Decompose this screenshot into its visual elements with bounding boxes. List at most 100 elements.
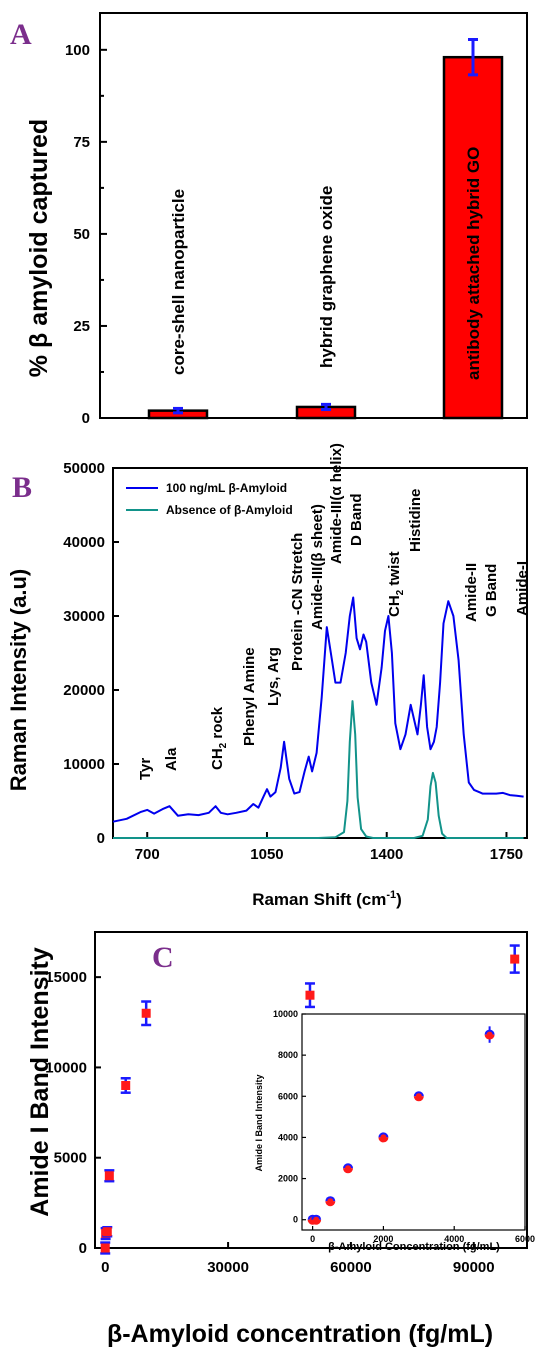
- panel-c-y-tick-label: 10000: [45, 1059, 87, 1076]
- panel-c-frame: [94, 931, 528, 1249]
- inset-y-tick-label: 2000: [278, 1174, 298, 1184]
- peak-label-text: Tyr: [137, 758, 154, 780]
- panel-b-peak-label: Protein -CN Stretch: [289, 533, 306, 671]
- panel-b-y-tick-label: 0: [97, 830, 105, 847]
- peak-label-text: CH: [386, 595, 403, 617]
- panel-b-peak-label: D Band: [348, 494, 365, 547]
- peak-label-text: Histidine: [407, 489, 424, 552]
- panel-c-x-tick-label: 60000: [330, 1259, 372, 1276]
- panel-c-y-axis-title: Amide I Band Intensity: [26, 947, 54, 1217]
- panel-b-x-tick-label: 1050: [250, 846, 283, 863]
- panel-b-y-tick-label: 20000: [63, 682, 105, 699]
- inset-x-axis-title: β-Amyloid Concentration (fg/mL): [328, 1241, 500, 1253]
- panel-b-legend: 100 ng/mL β-Amyloid Absence of β-Amyloid: [126, 481, 293, 517]
- panel-c-point: [305, 990, 315, 1000]
- panel-c-axes: [94, 931, 528, 1249]
- panel-a-y-tick-label: 75: [73, 134, 90, 151]
- peak-label-text: CH: [209, 748, 226, 770]
- panel-a-y-tick-label: 0: [82, 410, 90, 427]
- panel-b-raman-spectrum: B Raman Intensity (a.u) Raman Shift (cm-…: [6, 443, 531, 909]
- panel-a-bar-label: core-shell nanoparticle: [169, 189, 188, 375]
- panel-c-point: [141, 1008, 151, 1018]
- panel-a-y-tick-label: 50: [73, 226, 90, 243]
- peak-label-rest: twist: [386, 551, 403, 589]
- panel-c-y-tick-label: 0: [79, 1240, 87, 1257]
- panel-c-x-tick-label: 30000: [207, 1259, 249, 1276]
- panel-b-peak-label: Lys, Arg: [265, 647, 282, 706]
- panel-b-x-tick-label: 1400: [370, 846, 403, 863]
- panel-c-point: [510, 954, 520, 964]
- inset-x-tick-label: 4000: [444, 1234, 464, 1244]
- panel-b-y-tick-label: 40000: [63, 534, 105, 551]
- panel-b-x-tick-label: 700: [135, 846, 160, 863]
- peak-label-text: Lys, Arg: [265, 647, 282, 706]
- panel-c-point: [100, 1243, 110, 1253]
- panel-c-y-tick-label: 5000: [54, 1150, 87, 1167]
- raman-line-without-amyloid: [113, 700, 524, 839]
- panel-b-ticks: 0 10000 20000 30000 40000 50000 700 1050 1400 175…: [63, 460, 523, 863]
- peak-label-text: Protein -CN Stretch: [289, 533, 306, 671]
- panel-b-peak-label: G Band: [483, 564, 500, 617]
- panel-b-peak-label: Amide-III(α helix): [328, 443, 345, 564]
- legend-label-with-amyloid: 100 ng/mL β-Amyloid: [166, 481, 287, 495]
- inset-point-core: [327, 1198, 334, 1205]
- panel-b-peak-label: Ala: [163, 747, 180, 771]
- peak-label-text: Ala: [163, 747, 180, 771]
- panel-a-letter: A: [10, 18, 32, 51]
- inset-point-core: [313, 1216, 320, 1223]
- inset-y-tick-label: 0: [293, 1215, 298, 1225]
- panel-c-letter: C: [152, 941, 174, 974]
- inset-frame: [301, 1013, 526, 1231]
- panel-b-y-tick-label: 10000: [63, 756, 105, 773]
- panel-b-peak-label: Phenyl Amine: [241, 647, 258, 746]
- panel-c-x-tick-label: 0: [101, 1259, 109, 1276]
- panel-b-y-tick-label: 30000: [63, 608, 105, 625]
- peak-label-rest: rock: [209, 706, 226, 743]
- inset-ticks: 0 2000 4000 6000 8000 10000 0 2000 4000 6000: [273, 1009, 535, 1244]
- legend-label-without-amyloid: Absence of β-Amyloid: [166, 503, 293, 517]
- inset-y-tick-label: 6000: [278, 1091, 298, 1101]
- raman-line-with-amyloid: [112, 596, 524, 823]
- peak-label-text: G Band: [483, 564, 500, 617]
- panel-a-y-tick-label: 100: [65, 42, 90, 59]
- panel-a-bar-label: hybrid graphene oxide: [317, 186, 336, 368]
- inset-point-core: [486, 1031, 493, 1038]
- panel-b-peak-labels: Tyr Ala CH2 rock Phenyl Amine Lys, ArgProtei…: [137, 443, 531, 780]
- panel-c-x-tick-label: 90000: [453, 1259, 495, 1276]
- peak-label-text: Amide-III(β sheet): [309, 504, 326, 630]
- panel-a-bar-label: antibody attached hybrid GO: [464, 147, 483, 380]
- inset-points: [307, 1026, 495, 1225]
- panel-a-y-axis-title: % β amyloid captured: [25, 119, 53, 377]
- panel-c-inset: Amide I Band Intensity β-Amyloid Concent…: [254, 1009, 535, 1253]
- panel-b-peak-label: CH2 rock: [209, 706, 229, 770]
- peak-label-text: Amide-I: [514, 561, 531, 616]
- panel-b-letter: B: [12, 471, 32, 504]
- panel-b-peak-label: Histidine: [407, 489, 424, 552]
- panel-b-series: [112, 596, 524, 839]
- panel-c-point: [104, 1171, 114, 1181]
- panel-b-y-tick-label: 50000: [63, 460, 105, 477]
- panel-c-point: [102, 1227, 112, 1237]
- peak-label-text: Amide-III(α helix): [328, 443, 345, 564]
- inset-point-core: [380, 1134, 387, 1141]
- panel-b-peak-label: Tyr: [137, 758, 154, 780]
- panel-c-point: [121, 1080, 131, 1090]
- panel-a-y-ticks: 0 25 50 75 100: [65, 42, 107, 427]
- inset-y-tick-label: 10000: [273, 1009, 298, 1019]
- inset-point-core: [345, 1165, 352, 1172]
- inset-x-tick-label: 0: [310, 1234, 315, 1244]
- panel-b-x-tick-label: 1750: [490, 846, 523, 863]
- panel-b-peak-label: Amide-I: [514, 561, 531, 616]
- panel-a-y-tick-label: 25: [73, 318, 90, 335]
- panel-c-y-tick-label: 15000: [45, 969, 87, 986]
- peak-label-subscript: 2: [395, 589, 406, 595]
- panel-b-peak-label: CH2 twist: [386, 551, 406, 617]
- peak-label-text: Phenyl Amine: [241, 647, 258, 746]
- peak-label-subscript: 2: [218, 742, 229, 748]
- panel-b-peak-label: Amide-II: [463, 563, 480, 622]
- panel-c-points: [100, 944, 520, 1255]
- panel-a-bar-chart: A % β amyloid captured 0 25 50 75 100 core-s…: [10, 12, 528, 427]
- panel-c-x-axis-title: β-Amyloid concentration (fg/mL): [107, 1320, 493, 1348]
